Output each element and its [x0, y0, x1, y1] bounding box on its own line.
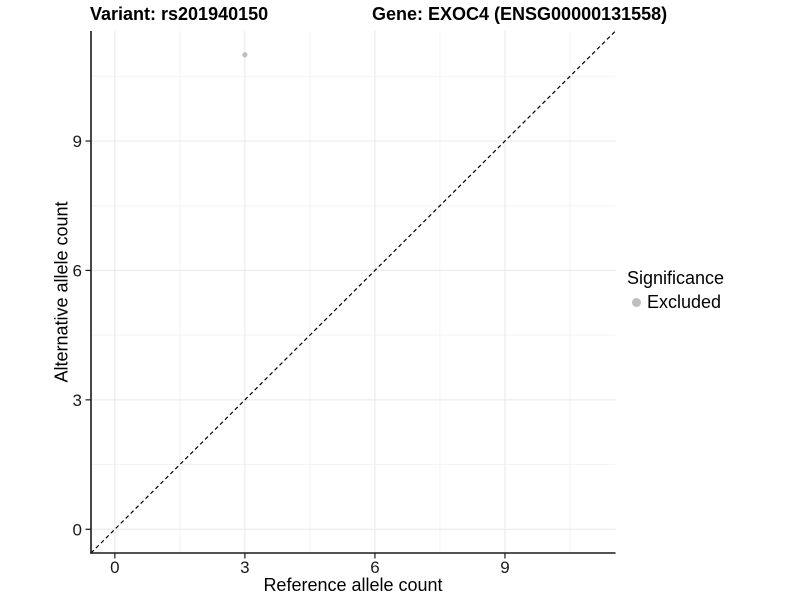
gene-title: Gene: EXOC4 (ENSG00000131558) — [372, 4, 668, 24]
legend-item-excluded: Excluded — [627, 292, 724, 313]
legend: Significance Excluded — [627, 267, 724, 313]
x-tick-label: 3 — [240, 558, 249, 577]
x-tick-label: 9 — [500, 558, 509, 577]
variant-title: Variant: rs201940150 — [90, 4, 269, 24]
data-point — [242, 52, 248, 58]
x-axis-title: Reference allele count — [263, 575, 443, 595]
y-tick-label: 6 — [73, 261, 82, 280]
x-tick-label: 0 — [110, 558, 119, 577]
y-tick-label: 0 — [73, 520, 82, 539]
legend-title: Significance — [627, 268, 725, 288]
y-axis-title: Alternative allele count — [51, 201, 72, 383]
identity-reference-line — [90, 30, 616, 554]
x-tick-label: 6 — [370, 558, 379, 577]
y-tick-label: 9 — [73, 132, 82, 151]
y-tick-label: 3 — [73, 391, 82, 410]
dot-icon — [632, 298, 641, 307]
legend-item-label: Excluded — [647, 292, 722, 312]
